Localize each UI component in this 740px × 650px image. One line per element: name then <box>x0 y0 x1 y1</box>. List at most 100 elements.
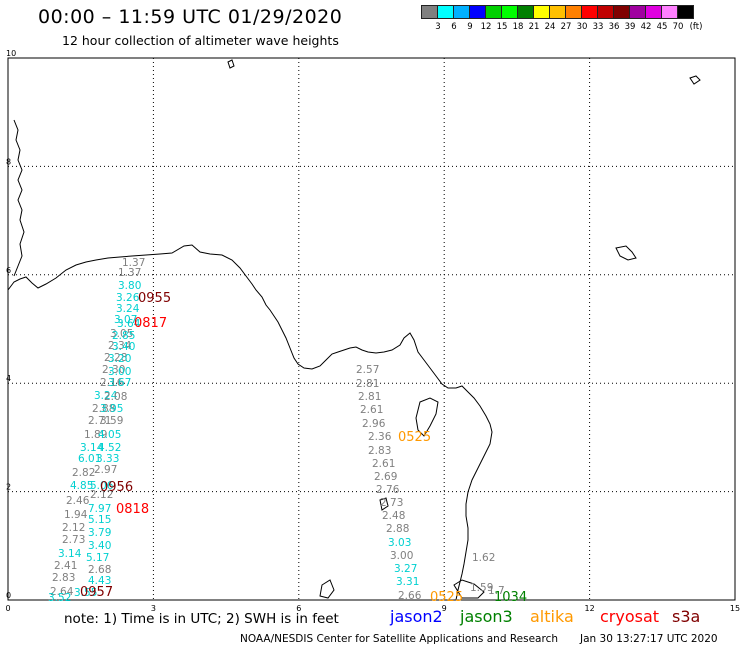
wave-height-value: 1.89 <box>84 429 107 441</box>
wave-height-value: 3.31 <box>396 576 419 588</box>
wave-height-value: 2.16 <box>100 377 124 389</box>
wave-height-value: 2.08 <box>104 391 127 403</box>
pass-time-label: 0955 <box>138 291 171 306</box>
wave-height-value: 5.15 <box>88 514 111 526</box>
wave-height-value: 3.05 <box>110 328 133 340</box>
color-scale-label: 27 <box>560 22 572 32</box>
wave-height-value: 3.64 <box>117 318 141 330</box>
wave-height-value: 2.81 <box>358 391 381 403</box>
wave-height-value: 2.83 <box>368 445 391 457</box>
coastline <box>7 59 701 601</box>
color-scale-label: 33 <box>592 22 604 32</box>
map-title: 00:00 – 11:59 UTC 01/29/2020 <box>38 6 343 28</box>
x-tick-label: 3 <box>151 604 156 613</box>
wave-height-value: 2.83 <box>52 572 75 584</box>
color-swatch <box>677 5 694 19</box>
x-tick-label: 6 <box>296 604 301 613</box>
wave-height-value: 1.59 <box>470 582 493 594</box>
wave-height-value: 2.81 <box>356 378 379 390</box>
wave-height-value: 2.36 <box>368 431 392 443</box>
wave-height-value: 2.46 <box>66 495 90 507</box>
wave-height-value: 3.14 <box>58 548 82 560</box>
wave-height-value: 2.61 <box>372 458 395 470</box>
wave-height-value: 6.01 <box>78 453 101 465</box>
wave-height-value: 1.94 <box>64 509 88 521</box>
wave-height-value: 2.88 <box>386 523 409 535</box>
y-tick-label: 2 <box>6 483 11 492</box>
color-scale-label: 45 <box>656 22 668 32</box>
wave-height-value: 2.97 <box>94 464 117 476</box>
wave-height-value: 5.06 <box>90 480 114 492</box>
color-scale-label: 9 <box>467 22 473 32</box>
legend-s3a: s3a <box>672 607 701 626</box>
wave-height-value: 5.17 <box>86 552 109 564</box>
wave-height-value: 3.00 <box>108 366 131 378</box>
wave-height-value: 3.20 <box>108 353 131 365</box>
wave-height-value: 2.73 <box>62 534 85 546</box>
wave-height-value: 2.76 <box>376 484 400 496</box>
wave-height-value: 2.28 <box>104 352 127 364</box>
pass-time-label: 1034 <box>494 590 527 605</box>
generated-timestamp: Jan 30 13:27:17 UTC 2020 <box>580 633 718 645</box>
x-tick-label: 0 <box>5 604 10 613</box>
color-scale-bar <box>421 5 694 19</box>
color-scale-label: 18 <box>512 22 524 32</box>
wave-height-value: 4.85 <box>70 480 93 492</box>
wave-height-value: 2.73 <box>380 497 403 509</box>
wave-height-value: 2.66 <box>398 590 422 602</box>
legend-jason3: jason3 <box>460 607 513 626</box>
wave-height-value: 3.40 <box>88 540 111 552</box>
wave-height-value: 2.85 <box>112 330 135 342</box>
wave-height-value: 1.62 <box>472 552 495 564</box>
color-scale-labels: 3 6 9 12 15 18 21 24 27 30 33 36 39 42 45 70 (ft) <box>422 22 740 34</box>
pass-time-label: 0957 <box>80 585 113 600</box>
wave-height-value: 3.52 <box>48 592 71 604</box>
wave-height-value: 2.88 <box>92 403 115 415</box>
wave-height-value: 3.24 <box>116 303 140 315</box>
color-scale-label: 15 <box>496 22 508 32</box>
y-tick-label: 4 <box>6 374 11 383</box>
legend-jason2: jason2 <box>390 607 443 626</box>
color-scale-label: 30 <box>576 22 588 32</box>
color-scale-label: 21 <box>528 22 540 32</box>
wave-height-value: 3.67 <box>108 377 131 389</box>
legend-altika: altika <box>530 607 574 626</box>
y-tick-label: 0 <box>6 591 11 600</box>
wave-height-value: 3.26 <box>116 292 140 304</box>
pass-time-label: 0525 <box>430 590 463 605</box>
pass-time-label: 0818 <box>116 502 149 517</box>
wave-height-value: 1.37 <box>122 257 145 269</box>
wave-height-value: 3.14 <box>80 442 104 454</box>
wave-height-value: 3.07 <box>114 314 137 326</box>
wave-height-value: 3.80 <box>118 280 141 292</box>
wave-height-value: 2.69 <box>374 471 397 483</box>
legend-cryosat: cryosat <box>600 607 660 626</box>
wave-height-value: 3.33 <box>96 453 119 465</box>
color-scale-label: 3 <box>435 22 441 32</box>
pass-time-labels: 0955 0817 0956 0818 0957 0525 0525 1034 <box>80 291 527 605</box>
wave-height-value: 3.03 <box>388 537 411 549</box>
wave-height-value: 3.40 <box>112 341 135 353</box>
map-frame <box>7 57 736 601</box>
wave-height-value: 3.95 <box>100 403 123 415</box>
color-scale-label: 70 <box>672 22 684 32</box>
x-tick-label: 9 <box>442 604 447 613</box>
wave-height-value: 4.05 <box>98 429 121 441</box>
wave-height-value: 2.48 <box>382 510 405 522</box>
wave-height-value: 2.61 <box>360 404 383 416</box>
color-scale-label: 42 <box>640 22 652 32</box>
wave-height-value: 1.37 <box>118 267 141 279</box>
color-scale-label: 36 <box>608 22 620 32</box>
color-scale-label: (ft) <box>689 22 703 32</box>
credit-line: NOAA/NESDIS Center for Satellite Applica… <box>240 633 558 645</box>
color-scale-label: 39 <box>624 22 636 32</box>
axis-tick-labels: 0 3 6 9 12 15 0 2 4 6 8 10 <box>5 49 740 613</box>
color-scale-label: 12 <box>480 22 492 32</box>
wave-height-value: 2.12 <box>90 489 113 501</box>
wave-height-value: 4.52 <box>98 442 121 454</box>
wave-height-value: 3.27 <box>394 563 417 575</box>
wave-height-value: 2.64 <box>50 586 74 598</box>
pass-time-label: 0817 <box>134 316 167 331</box>
